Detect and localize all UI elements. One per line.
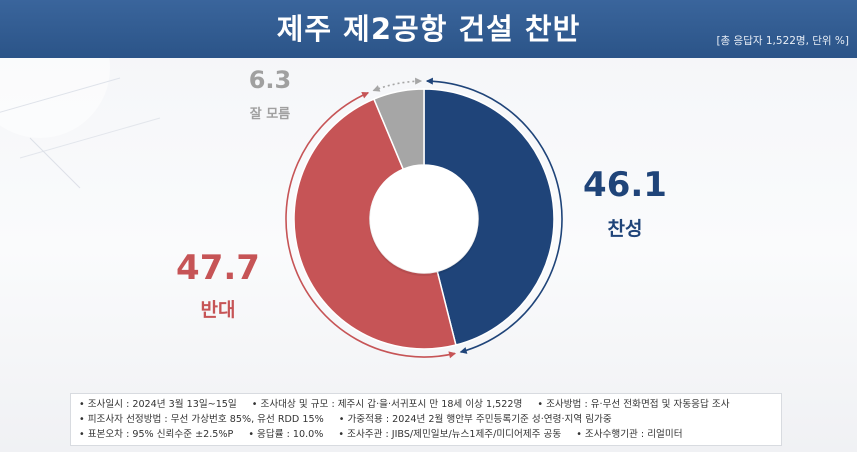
survey-info-row: • 피조사자 선정방법 : 무선 가상번호 85%, 유선 RDD 15% • …	[79, 412, 773, 427]
page-title: 제주 제2공항 건설 찬반	[276, 12, 581, 46]
respondent-note: [총 응답자 1,522명, 단위 %]	[716, 35, 849, 47]
value-label-agree: 46.1	[583, 165, 667, 205]
value-label-disagree: 47.7	[176, 248, 260, 288]
arc-indicator-disagree-end-arrow	[361, 92, 370, 99]
survey-info-item: • 피조사자 선정방법 : 무선 가상번호 85%, 유선 RDD 15%	[79, 414, 324, 425]
survey-info-item: • 표본오차 : 95% 신뢰수준 ±2.5%P	[79, 429, 234, 440]
name-label-agree: 찬성	[607, 218, 643, 240]
survey-info-item: • 조사방법 : 유·무선 전화면접 및 자동응답 조사	[537, 399, 730, 410]
survey-info-item: • 조사주관 : JIBS/제민일보/뉴스1제주/미디어제주 공동	[338, 429, 562, 440]
slice-agree	[423, 88, 555, 346]
survey-info-item: • 조사일시 : 2024년 3월 13일~15일	[79, 399, 237, 410]
header-bar: 제주 제2공항 건설 찬반 [총 응답자 1,522명, 단위 %]	[0, 0, 857, 58]
background-decoration	[0, 58, 161, 189]
survey-info-box: • 조사일시 : 2024년 3월 13일~15일 • 조사대상 및 규모 : …	[70, 393, 782, 446]
survey-info-item: • 조사대상 및 규모 : 제주시 갑·을·서귀포시 만 18세 이상 1,52…	[251, 399, 523, 410]
arc-indicator-dontknow-start-arrow	[372, 85, 381, 92]
donut-hole	[370, 165, 478, 273]
arc-indicator-dontknow-end-arrow	[415, 77, 423, 85]
arc-indicator-disagree	[285, 92, 456, 358]
arc-indicator-agree	[426, 80, 563, 353]
survey-info-item: • 가중적용 : 2024년 2월 행안부 주민등록기준 성·연령·지역 림가중	[338, 414, 612, 425]
survey-info-row: • 표본오차 : 95% 신뢰수준 ±2.5%P • 응답률 : 10.0% •…	[79, 427, 773, 442]
value-label-dontknow: 6.3	[248, 66, 292, 94]
donut-chart	[285, 77, 563, 359]
name-label-disagree: 반대	[200, 299, 236, 321]
arc-indicator-agree-end-arrow	[459, 347, 468, 354]
survey-info-row: • 조사일시 : 2024년 3월 13일~15일 • 조사대상 및 규모 : …	[79, 397, 773, 412]
arc-indicator-agree-start-arrow	[425, 77, 433, 85]
name-label-dontknow: 잘 모름	[249, 107, 291, 122]
survey-info-item: • 응답률 : 10.0%	[248, 429, 324, 440]
survey-info-item: • 조사수행기관 : 리얼미터	[576, 429, 683, 440]
arc-indicator-disagree-start-arrow	[448, 351, 457, 359]
